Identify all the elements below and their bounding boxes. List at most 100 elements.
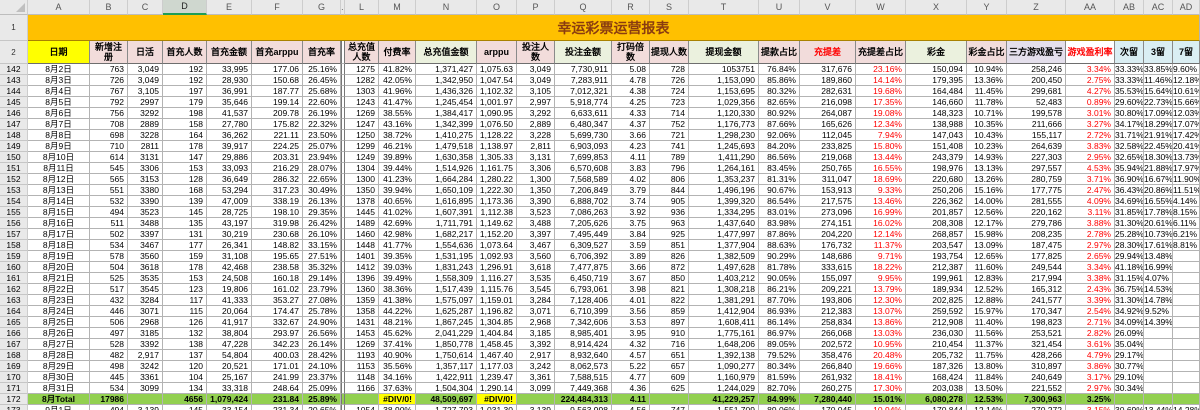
cell-Z147[interactable]: 211,666 [1007,119,1066,130]
cell-N143[interactable]: 1,342,950 [416,75,477,86]
cell-AB169[interactable]: 30.77% [1115,361,1144,372]
cell-B159[interactable]: 578 [90,251,128,262]
cell-F151[interactable]: 216.29 [252,163,303,174]
cell-X151[interactable]: 198,976 [906,163,967,174]
cell-A158[interactable]: 8月18日 [28,240,90,251]
cell-W144[interactable]: 19.68% [856,86,906,97]
cell-S172[interactable] [650,394,689,405]
cell-L155[interactable]: 1445 [345,207,379,218]
row-number[interactable]: 149 [0,141,28,152]
cell-P146[interactable]: 3,292 [517,108,555,119]
cell-V165[interactable]: 258,834 [800,317,856,328]
cell-AA169[interactable]: 3.86% [1066,361,1115,372]
cell-S150[interactable]: 789 [650,152,689,163]
cell-C156[interactable]: 3488 [128,218,163,229]
cell-S153[interactable]: 844 [650,185,689,196]
cell-R166[interactable]: 3.95 [612,328,650,339]
row-number[interactable]: 160 [0,262,28,273]
cell-Y168[interactable]: 11.75% [967,350,1007,361]
cell-N170[interactable]: 1,422,911 [416,372,477,383]
cell-U143[interactable]: 85.86% [759,75,800,86]
cell-A153[interactable]: 8月13日 [28,185,90,196]
field-header-first-charge-users[interactable]: 首充人数 [163,41,207,64]
cell-Y160[interactable]: 11.60% [967,262,1007,273]
cell-AD148[interactable]: 17.42% [1173,130,1200,141]
cell-X149[interactable]: 151,408 [906,141,967,152]
cell-B167[interactable]: 528 [90,339,128,350]
cell-L164[interactable]: 1358 [345,306,379,317]
cell-E168[interactable]: 54,804 [207,350,252,361]
cell-M159[interactable]: 39.35% [379,251,416,262]
cell-X159[interactable]: 193,754 [906,251,967,262]
cell-E152[interactable]: 36,649 [207,174,252,185]
column-letter-P[interactable]: P [517,0,555,15]
cell-C167[interactable]: 3392 [128,339,163,350]
cell-G158[interactable]: 33.15% [303,240,341,251]
cell-N161[interactable]: 1,558,309 [416,273,477,284]
cell-D155[interactable]: 145 [163,207,207,218]
cell-G172[interactable]: 25.89% [303,394,341,405]
cell-AB155[interactable]: 31.85% [1115,207,1144,218]
cell-D171[interactable]: 134 [163,383,207,394]
cell-AB171[interactable]: 30.34% [1115,383,1144,394]
cell-V170[interactable]: 261,932 [800,372,856,383]
cell-B157[interactable]: 502 [90,229,128,240]
cell-V145[interactable]: 216,098 [800,97,856,108]
cell-R154[interactable]: 3.74 [612,196,650,207]
cell-AD145[interactable]: 15.66% [1173,97,1200,108]
cell-AC165[interactable]: 14.39% [1144,317,1173,328]
cell-F153[interactable]: 317.23 [252,185,303,196]
cell-S164[interactable]: 859 [650,306,689,317]
cell-P151[interactable]: 3,306 [517,163,555,174]
cell-T152[interactable]: 1,353,237 [689,174,759,185]
cell-L151[interactable]: 1304 [345,163,379,174]
cell-AA149[interactable]: 3.83% [1066,141,1115,152]
cell-O173[interactable]: 1,031.30 [477,405,517,410]
cell-Q146[interactable]: 6,633,611 [555,108,612,119]
cell-X172[interactable]: 6,080,278 [906,394,967,405]
cell-E167[interactable]: 47,228 [207,339,252,350]
cell-AD160[interactable] [1173,262,1200,273]
cell-N171[interactable]: 1,504,304 [416,383,477,394]
cell-M153[interactable]: 39.94% [379,185,416,196]
cell-AA166[interactable]: 2.82% [1066,328,1115,339]
cell-C172[interactable] [128,394,163,405]
cell-N146[interactable]: 1,384,417 [416,108,477,119]
cell-V171[interactable]: 260,275 [800,383,856,394]
cell-AB144[interactable]: 35.53% [1115,86,1144,97]
cell-N149[interactable]: 1,479,518 [416,141,477,152]
cell-C155[interactable]: 3523 [128,207,163,218]
cell-T143[interactable]: 1,153,090 [689,75,759,86]
row-number[interactable]: 153 [0,185,28,196]
row-number[interactable]: 172 [0,394,28,405]
cell-E171[interactable]: 33,318 [207,383,252,394]
cell-T146[interactable]: 1,120,330 [689,108,759,119]
cell-AC158[interactable]: 17.61% [1144,240,1173,251]
cell-F147[interactable]: 175.82 [252,119,303,130]
cell-R151[interactable]: 3.83 [612,163,650,174]
cell-D146[interactable]: 198 [163,108,207,119]
cell-U171[interactable]: 82.70% [759,383,800,394]
field-header-game-profit-rate[interactable]: 游戏盈利率 [1066,41,1115,64]
cell-N165[interactable]: 1,867,245 [416,317,477,328]
cell-B154[interactable]: 532 [90,196,128,207]
cell-AD149[interactable]: 20.41% [1173,141,1200,152]
field-header-bonus-ratio[interactable]: 彩金占比 [967,41,1007,64]
cell-O148[interactable]: 1,128.22 [477,130,517,141]
cell-B151[interactable]: 545 [90,163,128,174]
cell-M163[interactable]: 41.38% [379,295,416,306]
cell-S163[interactable]: 822 [650,295,689,306]
cell-L169[interactable]: 1153 [345,361,379,372]
column-letter-hidden-columns[interactable]: ‥ [341,0,345,15]
row-number[interactable]: 146 [0,108,28,119]
cell-D166[interactable]: 132 [163,328,207,339]
cell-F171[interactable]: 248.64 [252,383,303,394]
column-letter-Z[interactable]: Z [1007,0,1066,15]
cell-S142[interactable]: 728 [650,64,689,75]
cell-N160[interactable]: 1,831,243 [416,262,477,273]
cell-N156[interactable]: 1,711,791 [416,218,477,229]
cell-W159[interactable]: 9.71% [856,251,906,262]
cell-G157[interactable]: 26.10% [303,229,341,240]
field-header-wager-multiple[interactable]: 打码倍数 [612,41,650,64]
cell-O171[interactable]: 1,290.14 [477,383,517,394]
